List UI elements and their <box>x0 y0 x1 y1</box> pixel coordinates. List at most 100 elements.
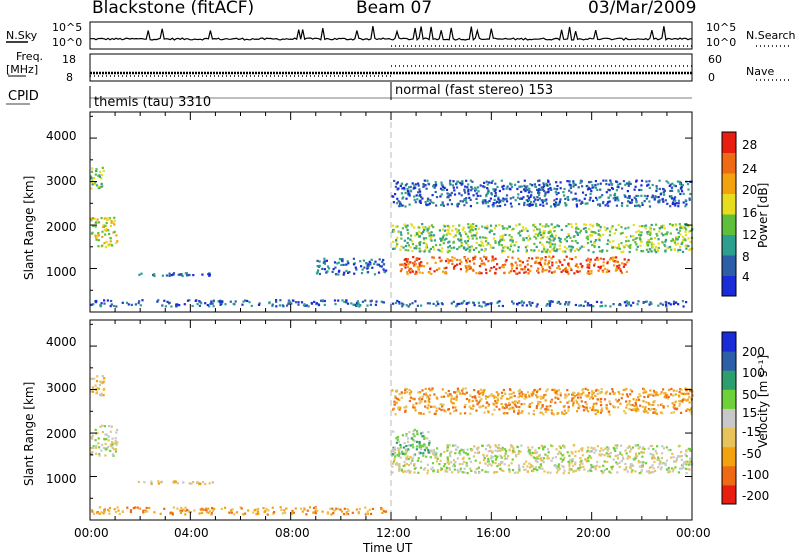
power-echo-cell <box>546 248 549 251</box>
power-echo-cell <box>684 244 687 248</box>
vel-echo-cell <box>518 466 521 469</box>
vel-echo-cell <box>480 391 483 394</box>
power-echo-cell <box>398 302 401 305</box>
vel-echo-cell <box>457 471 460 474</box>
vel-echo-cell <box>170 511 173 514</box>
power-echo-cell <box>535 256 538 259</box>
power-echo-cell <box>640 184 643 187</box>
power-echo-cell <box>568 248 571 251</box>
power-echo-cell <box>546 191 549 194</box>
power-echo-cell <box>424 184 427 187</box>
power-echo-cell <box>625 236 628 239</box>
vel-echo-cell <box>459 469 462 472</box>
power-echo-cell <box>565 247 568 250</box>
power-echo-cell <box>525 199 528 202</box>
vel-echo-cell <box>666 393 669 396</box>
power-echo-cell <box>466 186 469 189</box>
power-echo-cell <box>687 245 690 248</box>
power-echo-cell <box>548 183 551 186</box>
vel-echo-cell <box>527 412 530 415</box>
power-echo-cell <box>534 185 538 188</box>
vel-echo-cell <box>561 459 564 462</box>
power-echo-cell <box>599 229 602 232</box>
power-echo-cell <box>422 237 425 240</box>
power-echo-cell <box>596 188 599 192</box>
power-echo-cell <box>422 185 425 188</box>
power-echo-cell <box>549 267 552 270</box>
power-echo-cell <box>581 191 585 194</box>
vel-echo-cell <box>477 401 481 404</box>
vel-echo-cell <box>92 390 95 393</box>
vel-echo-cell <box>108 425 111 428</box>
power-echo-cell <box>664 250 667 253</box>
vel-echo-cell <box>473 389 476 392</box>
vel-echo-cell <box>553 391 556 394</box>
vel-echo-cell <box>420 460 423 463</box>
power-echo-cell <box>91 217 95 220</box>
power-echo-cell <box>94 173 97 176</box>
power-echo-cell <box>664 300 667 304</box>
power-echo-cell <box>580 180 583 183</box>
power-echo-cell <box>551 235 554 238</box>
vel-echo-cell <box>685 460 688 463</box>
vel-echo-cell <box>449 393 452 396</box>
vel-echo-cell <box>598 453 601 456</box>
vel-echo-cell <box>451 471 454 474</box>
vel-echo-cell <box>411 443 414 446</box>
power-echo-cell <box>517 232 520 235</box>
power-echo-cell <box>671 202 674 206</box>
vel-echo-cell <box>641 447 644 450</box>
vel-echo-cell <box>486 460 489 463</box>
vel-echo-cell <box>675 408 678 411</box>
power-echo-cell <box>534 261 537 264</box>
vel-echo-cell <box>469 448 473 451</box>
power-echo-cell <box>626 261 629 264</box>
power-echo-cell <box>521 268 524 271</box>
power-echo-cell <box>477 190 480 193</box>
power-echo-cell <box>574 192 577 195</box>
power-colorbar-step <box>722 234 736 256</box>
power-echo-cell <box>429 266 432 269</box>
power-echo-cell <box>607 239 610 242</box>
power-echo-cell <box>604 229 607 232</box>
vel-echo-cell <box>421 431 424 434</box>
power-echo-cell <box>673 184 676 187</box>
vel-echo-cell <box>96 432 99 435</box>
vel-echo-cell <box>494 444 497 447</box>
vel-colorbar-step <box>722 389 736 409</box>
power-echo-cell <box>653 237 657 240</box>
power-echo-cell <box>393 247 396 250</box>
vel-echo-cell <box>551 457 554 460</box>
power-echo-cell <box>107 218 111 221</box>
power-echo-cell <box>337 261 340 264</box>
vel-echo-cell <box>100 392 103 395</box>
power-echo-cell <box>586 238 589 241</box>
vel-echo-cell <box>434 451 437 454</box>
vel-echo-cell <box>186 508 189 511</box>
power-echo-cell <box>204 302 207 305</box>
power-echo-cell <box>648 200 651 203</box>
power-echo-cell <box>464 248 467 251</box>
power-echo-cell <box>586 304 589 307</box>
power-echo-cell <box>427 227 430 230</box>
vel-echo-cell <box>456 446 459 449</box>
power-echo-cell <box>408 194 411 197</box>
vel-echo-cell <box>641 455 644 458</box>
vel-echo-cell <box>413 398 416 401</box>
vel-echo-cell <box>561 412 564 415</box>
power-echo-cell <box>471 180 474 183</box>
power-echo-cell <box>534 202 537 206</box>
power-echo-cell <box>90 177 93 180</box>
power-echo-cell <box>681 300 684 303</box>
vel-echo-cell <box>517 409 520 412</box>
vel-echo-cell <box>592 402 595 405</box>
power-echo-cell <box>481 242 484 245</box>
power-echo-cell <box>575 203 578 206</box>
power-echo-cell <box>565 236 569 239</box>
vel-echo-cell <box>230 509 233 512</box>
power-echo-cell <box>355 301 359 304</box>
vel-echo-cell <box>150 480 153 483</box>
vel-echo-cell <box>611 388 614 391</box>
vel-echo-cell <box>368 508 371 511</box>
power-echo-cell <box>504 263 507 266</box>
